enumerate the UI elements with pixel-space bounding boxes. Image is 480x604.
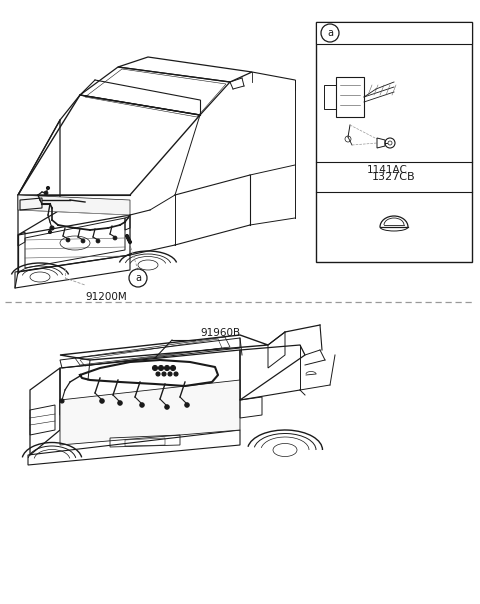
Bar [316, 22, 472, 44]
Circle shape [165, 405, 169, 409]
Text: 91200M: 91200M [85, 292, 127, 302]
Text: 91960B: 91960B [200, 328, 240, 338]
Circle shape [48, 231, 51, 234]
Text: 1141AC: 1141AC [367, 165, 408, 175]
Text: 1327CB: 1327CB [372, 172, 416, 182]
Circle shape [174, 372, 178, 376]
Circle shape [165, 365, 169, 370]
Circle shape [100, 399, 104, 403]
Circle shape [162, 372, 166, 376]
Circle shape [153, 365, 157, 370]
Circle shape [44, 191, 48, 195]
Circle shape [140, 403, 144, 407]
Polygon shape [18, 195, 130, 215]
Circle shape [113, 236, 117, 240]
Circle shape [66, 238, 70, 242]
Polygon shape [60, 380, 240, 445]
Circle shape [168, 372, 172, 376]
Circle shape [50, 226, 54, 230]
Text: a: a [327, 28, 333, 38]
Circle shape [185, 403, 189, 407]
Circle shape [158, 365, 164, 370]
Circle shape [156, 372, 160, 376]
Bar [316, 22, 472, 262]
Circle shape [129, 240, 132, 243]
Circle shape [81, 239, 85, 243]
Circle shape [125, 234, 129, 237]
Circle shape [60, 399, 64, 403]
Circle shape [128, 239, 131, 242]
Circle shape [127, 237, 130, 240]
Circle shape [47, 187, 49, 190]
Circle shape [96, 239, 100, 243]
Circle shape [170, 365, 176, 370]
Text: a: a [135, 273, 141, 283]
Circle shape [118, 401, 122, 405]
